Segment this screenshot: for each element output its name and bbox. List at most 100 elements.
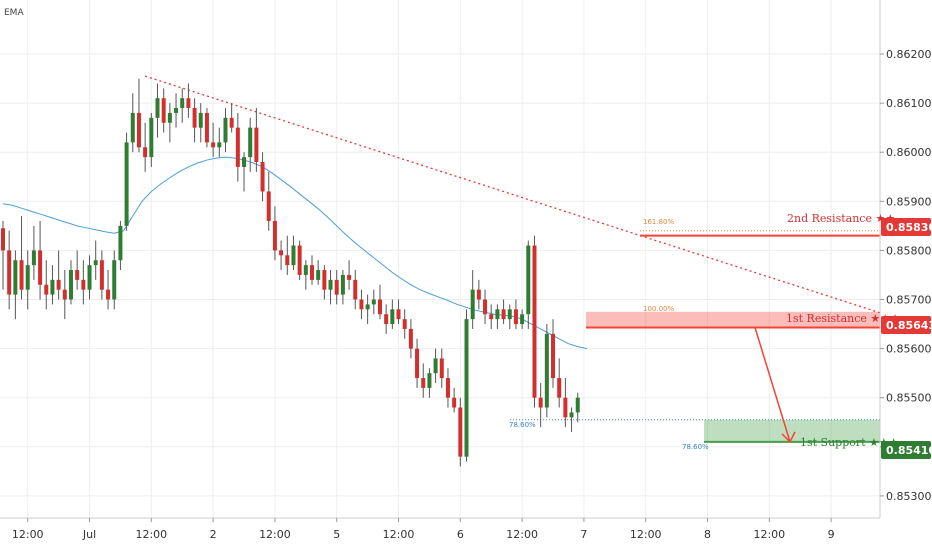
descending-trendline (144, 75, 881, 314)
candle-body (408, 328, 413, 349)
candle-body (68, 270, 73, 300)
candle-body (513, 309, 518, 325)
candle-body (81, 279, 86, 290)
candle (272, 206, 277, 261)
candle-body (143, 147, 148, 158)
candle (44, 260, 49, 310)
candle-body (495, 309, 500, 320)
candle-body (1, 228, 5, 251)
candle (501, 299, 506, 325)
candle-body (180, 98, 185, 109)
candle (75, 250, 80, 290)
candle (470, 270, 475, 329)
candle-body (38, 250, 43, 285)
candle-body (544, 333, 549, 408)
x-tick-label: 12:00 (259, 528, 291, 541)
candle (186, 83, 191, 118)
candle (1, 220, 5, 290)
candle (211, 122, 216, 158)
candle-body (260, 162, 265, 192)
candle (347, 260, 352, 290)
candle-body (223, 117, 228, 143)
levels (586, 234, 880, 444)
candle-body (136, 112, 141, 148)
candle-body (87, 265, 92, 290)
candle-body (124, 142, 129, 226)
y-tick-label: 0.85700 (886, 294, 932, 307)
fib-161-label: 161.80% (643, 218, 674, 226)
candle (359, 289, 364, 320)
candle (279, 240, 284, 271)
ema-line (2, 156, 588, 350)
y-tick-label: 0.86000 (886, 146, 932, 159)
candle (223, 108, 228, 153)
candle-body (186, 98, 191, 109)
resistance1-zone (586, 311, 880, 328)
candle (204, 108, 209, 148)
candle (427, 368, 432, 398)
x-tick-label: 12:00 (630, 528, 662, 541)
candle-body (365, 304, 370, 310)
candle-body (396, 309, 401, 320)
candle (68, 260, 73, 305)
candle-body (445, 378, 450, 398)
candle-body (402, 319, 407, 329)
candle-body (235, 127, 240, 167)
x-tick-label: Jul (82, 528, 96, 541)
candle-body (50, 279, 55, 295)
candle-body (538, 397, 543, 408)
resistance2-price-text: 0.85830 (886, 221, 932, 234)
candle-body (483, 299, 488, 315)
candle (112, 250, 117, 310)
candle (19, 216, 24, 300)
candle-body (470, 289, 475, 320)
candle (13, 250, 18, 320)
candle (180, 88, 185, 123)
resistance1-price-tag (881, 316, 931, 334)
resistance1-price-text: 0.85643 (886, 319, 932, 332)
resistance2-label: 2nd Resistance ★★ (787, 212, 895, 225)
candle (563, 378, 568, 428)
candle (217, 127, 222, 158)
candle (25, 250, 30, 310)
candle-body (118, 225, 123, 261)
candle-body (31, 250, 36, 266)
candle (544, 324, 549, 418)
candle (396, 299, 401, 325)
candle-body (44, 284, 49, 295)
x-axis-ticks: 12:00 Jul 12:00 2 12:00 5 12:00 6 12:00 7 12:00 8 12… (12, 518, 835, 541)
candle-body (489, 314, 494, 320)
candle (254, 108, 259, 172)
candle (476, 279, 481, 310)
candle-body (130, 112, 135, 143)
candle-body (106, 289, 111, 300)
candle-body (75, 270, 80, 280)
candle-body (174, 108, 179, 113)
candle (242, 152, 247, 192)
candle-body (272, 220, 277, 251)
candle-body (192, 108, 197, 128)
grid (0, 0, 880, 518)
candle (310, 255, 314, 285)
candle (285, 235, 290, 275)
candle-body (520, 314, 525, 325)
candle (452, 387, 457, 413)
candle (526, 240, 531, 329)
candle (390, 299, 395, 329)
candle-body (359, 299, 364, 310)
candle-body (439, 358, 444, 379)
resistance1-label: 1st Resistance ★★★ (786, 312, 900, 325)
candle (328, 270, 333, 305)
candle-body (476, 289, 481, 300)
candle (569, 407, 574, 433)
candle-body (501, 309, 506, 320)
candle (130, 93, 135, 153)
x-tick-label: 12:00 (506, 528, 538, 541)
candle-body (198, 112, 203, 128)
candle-body (347, 274, 352, 280)
x-tick-label: 8 (704, 528, 711, 541)
candle (303, 260, 308, 290)
candle-body (371, 299, 376, 305)
candle (266, 171, 271, 231)
